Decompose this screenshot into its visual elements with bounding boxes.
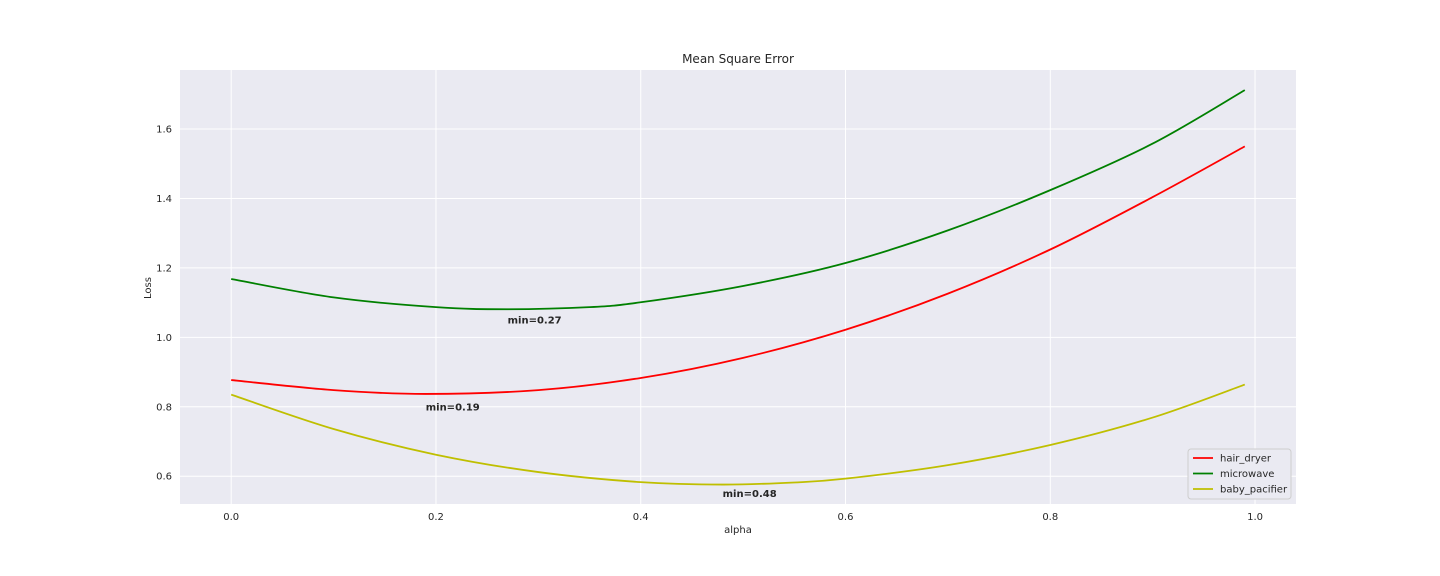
series-line-microwave [231, 89, 1246, 311]
y-tick-label: 0.8 [156, 402, 172, 413]
y-tick-label: 1.6 [156, 125, 172, 136]
x-tick-label: 0.2 [428, 512, 444, 523]
y-tick-label: 1.0 [156, 333, 172, 344]
y-tick-labels: 0.6 0.8 1.0 1.2 1.4 1.6 [156, 125, 172, 483]
legend-label-baby_pacifier: baby_pacifier [1220, 485, 1288, 496]
min-annotation: min=0.48 [723, 489, 777, 500]
grid-lines [180, 70, 1296, 504]
x-tick-label: 0.8 [1042, 512, 1058, 523]
legend-label-microwave: microwave [1220, 469, 1274, 480]
x-tick-label: 1.0 [1247, 512, 1263, 523]
series-line-baby_pacifier [230, 383, 1246, 486]
x-tick-labels: 0.0 0.2 0.4 0.6 0.8 1.0 [223, 512, 1263, 523]
min-annotation: min=0.27 [508, 315, 562, 326]
y-tick-label: 1.2 [156, 263, 172, 274]
chart-title: Mean Square Error [682, 52, 794, 66]
series-line-hair_dryer [231, 145, 1246, 395]
y-tick-label: 1.4 [156, 194, 172, 205]
x-tick-label: 0.0 [223, 512, 239, 523]
series-lines [230, 89, 1246, 486]
x-tick-label: 0.6 [838, 512, 854, 523]
y-axis-label: Loss [143, 277, 154, 299]
legend-box [1187, 448, 1292, 500]
annotations: min=0.19 min=0.27 min=0.48 [426, 315, 777, 500]
x-axis-label: alpha [724, 525, 752, 536]
legend-label-hair_dryer: hair_dryer [1220, 454, 1272, 465]
legend: hair_dryer microwave baby_pacifier [1187, 448, 1292, 500]
x-tick-label: 0.4 [633, 512, 649, 523]
y-tick-label: 0.6 [156, 472, 172, 483]
min-annotation: min=0.19 [426, 402, 480, 413]
